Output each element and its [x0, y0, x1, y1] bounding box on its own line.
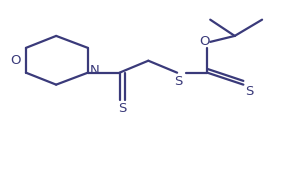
Text: S: S [174, 75, 183, 88]
Text: O: O [11, 54, 21, 67]
Text: S: S [118, 102, 127, 115]
Text: N: N [90, 64, 100, 77]
Text: S: S [245, 85, 253, 98]
Text: O: O [199, 35, 210, 48]
